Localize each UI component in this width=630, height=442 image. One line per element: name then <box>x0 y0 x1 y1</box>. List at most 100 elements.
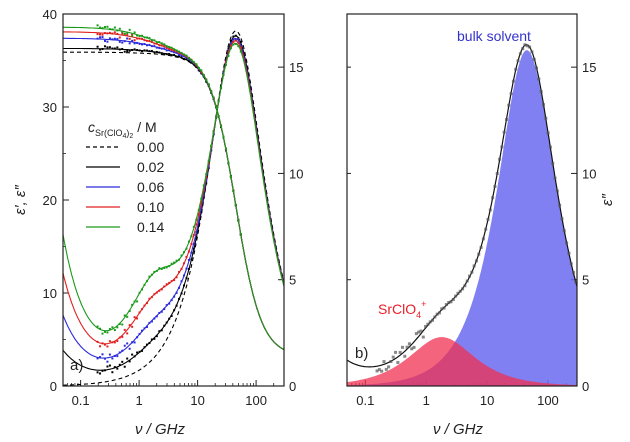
eps-double-prime-point <box>133 341 136 344</box>
eps-double-prime-point <box>111 326 114 329</box>
eps-prime-point <box>133 39 136 42</box>
eps-double-prime-point <box>175 291 178 294</box>
panel-b-x-tick-label: 10 <box>480 393 494 408</box>
eps-prime-point <box>101 47 104 50</box>
eps-double-prime-point <box>217 100 220 103</box>
eps-double-prime-point <box>197 224 200 227</box>
panel-b-data-point <box>437 311 441 315</box>
eps-prime-point <box>141 37 144 40</box>
eps-prime-point <box>227 161 230 164</box>
eps-prime-point <box>215 105 218 108</box>
eps-double-prime-point <box>126 357 129 360</box>
eps-double-prime-point <box>178 297 181 300</box>
panel-b-x-tick-label: 100 <box>537 393 559 408</box>
panel-b-data-point <box>380 369 384 373</box>
eps-double-prime-point <box>116 326 119 329</box>
eps-double-prime-point <box>227 49 230 52</box>
eps-double-prime-point <box>96 325 99 328</box>
eps-double-prime-point <box>148 275 151 278</box>
eps-double-prime-point <box>185 255 188 258</box>
eps-double-prime-point <box>182 284 185 287</box>
eps-double-prime-point <box>170 280 173 283</box>
eps-prime-point <box>143 43 146 46</box>
legend-entry-0.06: 0.06 <box>137 179 164 195</box>
eps-double-prime-point <box>111 341 114 344</box>
eps-double-prime-point <box>131 341 134 344</box>
eps-double-prime-point <box>165 283 168 286</box>
panel-b: 0.1 1 10 100 0 5 10 15 b) ν / GHz ε″ bulk solve… <box>346 13 616 438</box>
panel-b-data-point <box>498 157 502 161</box>
eps-prime-point <box>153 45 156 48</box>
panel-b-data-point <box>514 67 518 71</box>
eps-prime-point <box>121 32 124 35</box>
panel-b-data-point <box>486 217 490 221</box>
eps-double-prime-point <box>128 309 131 312</box>
eps-double-prime-point <box>108 328 111 331</box>
eps-prime-point <box>150 40 153 43</box>
eps-prime-point <box>138 37 141 40</box>
panel-b-data-point <box>433 315 437 319</box>
eps-prime-point <box>108 37 111 40</box>
panel-b-data-point <box>428 320 432 324</box>
eps-prime-point <box>118 48 121 51</box>
eps-prime-point <box>200 71 203 74</box>
legend: cSr(ClO4)2 / M 0.00 0.02 0.06 0.10 0.14 <box>86 119 164 235</box>
eps-double-prime-point <box>133 316 136 319</box>
eps-double-prime-point <box>229 42 232 45</box>
eps-double-prime-point <box>178 258 181 261</box>
eps-prime-point <box>138 49 141 52</box>
eps-double-prime-point <box>185 267 188 270</box>
panel-b-x-axis-label: ν / GHz <box>433 421 484 438</box>
eps-double-prime-point <box>200 197 203 200</box>
eps-double-prime-point <box>165 266 168 269</box>
eps-prime-point <box>185 58 188 61</box>
eps-double-prime-point <box>190 243 193 246</box>
eps-prime-point <box>133 48 136 51</box>
eps-double-prime-point <box>178 270 181 273</box>
eps-prime-point <box>170 48 173 51</box>
eps-double-prime-point <box>136 351 139 354</box>
eps-double-prime-point <box>113 354 116 357</box>
eps-prime-point <box>138 42 141 45</box>
eps-prime-point <box>155 41 158 44</box>
eps-prime-point <box>96 37 99 40</box>
eps-double-prime-point <box>141 308 144 311</box>
panel-b-data-point <box>562 229 566 233</box>
eps-prime-point <box>155 50 158 53</box>
panel-a-right-y-tick-label: 15 <box>289 60 303 75</box>
panel-b-data-point <box>435 312 439 316</box>
eps-double-prime-point <box>232 43 235 46</box>
panel-b-data-point <box>528 45 532 49</box>
eps-double-prime-point <box>170 314 173 317</box>
eps-double-prime-point <box>96 357 99 360</box>
eps-double-prime-point <box>123 314 126 317</box>
eps-prime-point <box>108 31 111 34</box>
eps-double-prime-point <box>155 291 158 294</box>
eps-double-prime-point <box>175 259 178 262</box>
eps-prime-point <box>205 78 208 81</box>
eps-prime-point <box>118 36 121 39</box>
eps-double-prime-point <box>121 349 124 352</box>
panel-a-left-y-tick-label: 30 <box>43 100 57 115</box>
eps-double-prime-point <box>136 317 139 320</box>
eps-double-prime-point <box>168 281 171 284</box>
eps-prime-point <box>200 69 203 72</box>
panel-b-data-point <box>419 329 423 333</box>
eps-double-prime-point <box>128 324 131 327</box>
legend-entry-0.00: 0.00 <box>137 139 164 155</box>
eps-double-prime-point <box>131 325 134 328</box>
eps-double-prime-point <box>153 317 156 320</box>
eps-double-prime-point <box>99 356 102 359</box>
eps-double-prime-point <box>187 258 190 261</box>
panel-a-left-y-tick-label: 40 <box>43 7 57 22</box>
eps-double-prime-point <box>106 331 109 334</box>
panel-b-data-point <box>495 171 499 175</box>
eps-double-prime-point <box>103 357 106 360</box>
eps-double-prime-point <box>170 262 173 265</box>
eps-double-prime-point <box>180 254 183 257</box>
eps-prime-point <box>123 40 126 43</box>
eps-prime-point <box>163 47 166 50</box>
eps-double-prime-point <box>168 302 171 305</box>
eps-prime-point <box>182 53 185 56</box>
eps-double-prime-point <box>136 300 139 303</box>
